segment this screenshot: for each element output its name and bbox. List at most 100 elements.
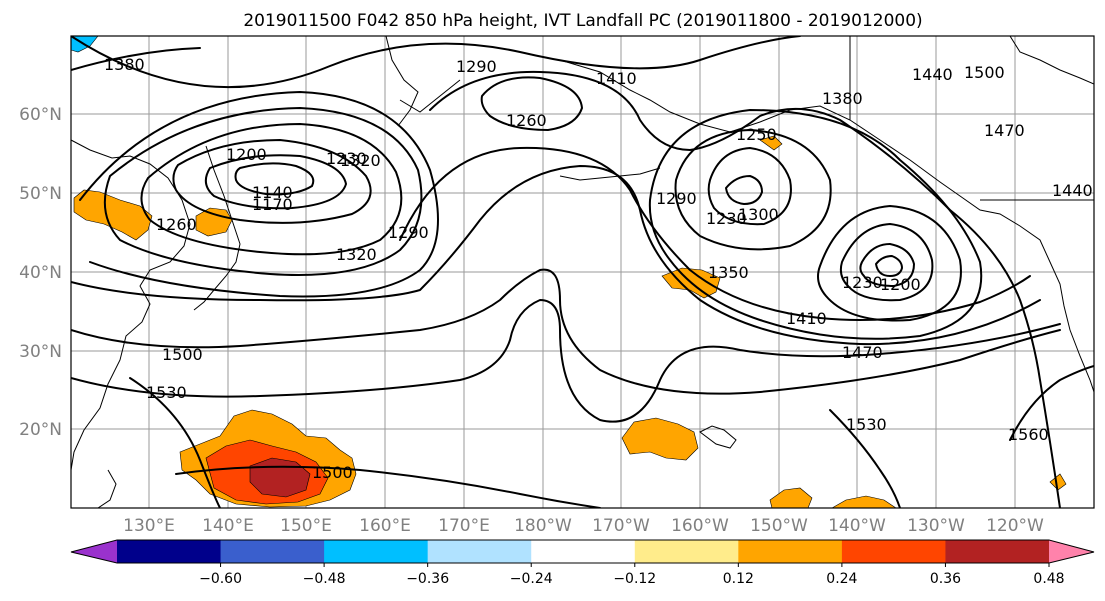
contour-label: 1290 <box>656 189 697 208</box>
contour-label: 1230 <box>842 273 883 292</box>
shading-orange-alaska <box>759 135 783 151</box>
contour-label: 1170 <box>252 195 293 214</box>
colorbar-tick-label: −0.36 <box>406 571 449 587</box>
contour-line-20 <box>71 165 1041 346</box>
colorbar-max-arrow <box>1049 540 1094 563</box>
colorbar-tick-label: 0.36 <box>930 571 961 587</box>
shading-orange-hawaii <box>621 417 699 461</box>
shading-orange-south-2 <box>831 495 897 508</box>
contour-line-22 <box>71 299 561 398</box>
contour-label: 1530 <box>146 383 187 402</box>
contour-label: 1290 <box>388 223 429 242</box>
shading-orange-south-1 <box>769 487 813 508</box>
contour-line-07 <box>234 162 315 196</box>
contour-label: 1200 <box>226 145 267 164</box>
contour-line-18 <box>648 109 983 340</box>
colorbar-segment <box>841 540 946 563</box>
colorbar-tick-label: 0.12 <box>723 571 754 587</box>
latitude-labels: 60°N 50°N 40°N 30°N 20°N <box>19 105 62 440</box>
contour-label: 1410 <box>786 309 827 328</box>
colorbar-tick-label: −0.12 <box>613 571 656 587</box>
colorbar-segment <box>117 540 222 563</box>
contour-line-10 <box>79 91 439 298</box>
lon-label: 180°W <box>514 516 572 536</box>
lat-label: 40°N <box>19 263 62 283</box>
contour-line-08 <box>140 123 403 256</box>
contour-label: 1140 <box>252 183 293 202</box>
coast-aleutians <box>559 167 661 181</box>
contour-line-26 <box>829 409 901 508</box>
lon-label: 140°W <box>828 516 886 536</box>
lon-label: 150°W <box>750 516 808 536</box>
colorbar-outline <box>70 539 1095 564</box>
colorbar-segment <box>220 540 325 563</box>
colorbar: −0.60 −0.48 −0.36 −0.24 −0.12 0.12 0.24 0.36 0.4… <box>70 539 1095 587</box>
coast-alaska-north-america <box>559 59 1094 393</box>
ivt-shading <box>71 36 1067 508</box>
contour-label: 1410 <box>596 69 637 88</box>
lon-label: 120°W <box>986 516 1044 536</box>
coast-hawaii <box>699 425 737 449</box>
contour-line-24 <box>129 377 221 508</box>
contour-label: 1200 <box>880 275 921 294</box>
lon-label: 150°E <box>280 516 332 536</box>
contour-label: 1230 <box>326 149 367 168</box>
lon-label: 160°E <box>359 516 411 536</box>
lat-label: 20°N <box>19 420 62 440</box>
contour-line-14 <box>839 223 934 302</box>
contour-label: 1300 <box>738 205 779 224</box>
coast-east-asia <box>71 139 191 471</box>
colorbar-segments <box>117 540 1050 563</box>
contour-line-06 <box>204 154 347 210</box>
height-contours <box>71 36 1094 508</box>
colorbar-segment <box>634 540 739 563</box>
coast-okhotsk <box>399 79 461 113</box>
contour-label: 1320 <box>336 245 377 264</box>
lat-label: 30°N <box>19 342 62 362</box>
colorbar-segment <box>531 540 636 563</box>
coast-philippines <box>97 469 117 508</box>
shading-orange-japan <box>195 207 233 237</box>
coast-canada-north <box>1009 36 1094 85</box>
colorbar-segment <box>427 540 532 563</box>
colorbar-tick-label: 0.24 <box>826 571 857 587</box>
coast-japan <box>193 145 241 311</box>
lon-label: 130°W <box>907 516 965 536</box>
contour-line-02 <box>71 47 201 71</box>
contour-label: 1500 <box>312 463 353 482</box>
contour-label: 1380 <box>104 55 145 74</box>
contour-label: 1440 <box>912 65 953 84</box>
contour-line-15 <box>859 243 915 287</box>
coastlines <box>71 36 1094 508</box>
contour-label: 1350 <box>708 263 749 282</box>
colorbar-min-arrow <box>71 540 117 563</box>
contour-label: 1290 <box>456 57 497 76</box>
contour-label: 1380 <box>822 89 863 108</box>
contour-line-12 <box>725 175 763 205</box>
lon-label: 170°W <box>592 516 650 536</box>
colorbar-ticks: −0.60 −0.48 −0.36 −0.24 −0.12 0.12 0.24 0.36 0.4… <box>199 563 1065 587</box>
contour-line-03 <box>429 70 1061 508</box>
lon-label: 130°E <box>123 516 175 536</box>
coast-kamchatka <box>385 36 419 127</box>
colorbar-tick-label: 0.48 <box>1033 571 1064 587</box>
shading-orange-baja <box>1049 473 1067 491</box>
colorbar-tick-label: −0.24 <box>510 571 553 587</box>
contour-line-09 <box>103 107 423 276</box>
contour-label: 1260 <box>506 111 547 130</box>
contour-label: 1260 <box>156 215 197 234</box>
contour-label: 1230 <box>706 209 747 228</box>
shading-orange-east-asia <box>73 189 153 241</box>
lat-label: 50°N <box>19 184 62 204</box>
contour-line-27 <box>1009 365 1094 441</box>
map-frame <box>70 35 1095 509</box>
contour-label: 1530 <box>846 415 887 434</box>
contour-line-13 <box>674 129 832 251</box>
contour-line-17 <box>817 205 962 322</box>
contour-label: 1470 <box>984 121 1025 140</box>
contour-label: 1320 <box>340 151 381 170</box>
contour-label: 1440 <box>1052 181 1093 200</box>
figure-title: 2019011500 F042 850 hPa height, IVT Land… <box>243 11 922 31</box>
contour-line-16 <box>875 255 903 277</box>
